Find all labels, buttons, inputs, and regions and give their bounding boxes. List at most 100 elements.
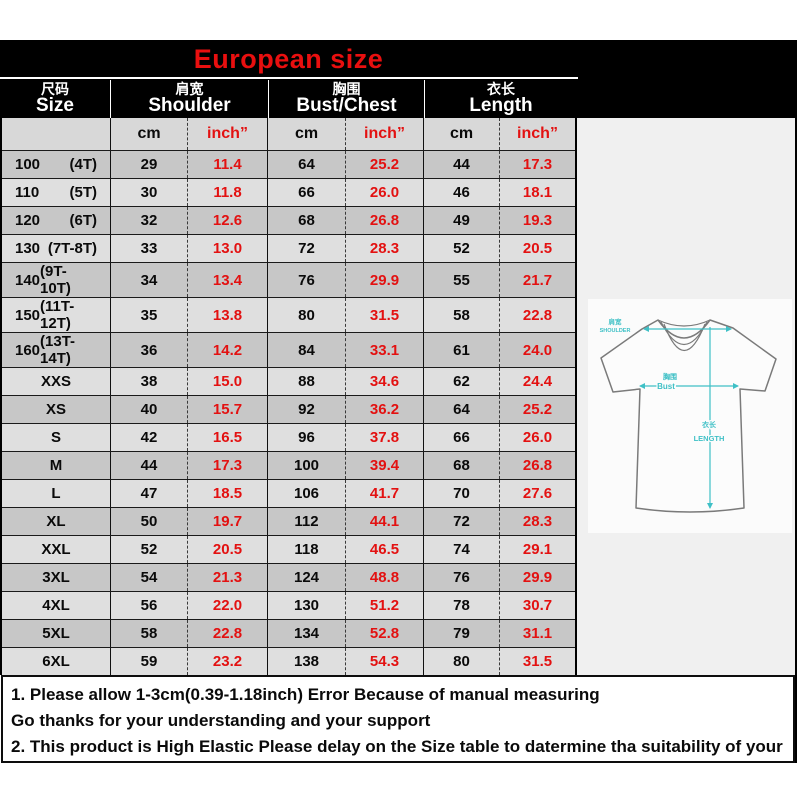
cm-value-cell: 52 (423, 235, 499, 262)
cm-value-cell: 76 (423, 564, 499, 591)
collar-back-line (657, 319, 711, 327)
cm-value-cell: 68 (267, 207, 345, 234)
cm-value-cell: 68 (423, 452, 499, 479)
inch-value-cell: 17.3 (499, 151, 575, 178)
group-length: 衣长 Length (424, 80, 577, 118)
cm-value-cell: 42 (110, 424, 187, 451)
inch-value-cell: 24.0 (499, 333, 575, 367)
table-row: 3XL 54 21.3 124 48.8 76 29.9 (2, 563, 575, 591)
size-value: XXS (40, 373, 71, 390)
unit-shoulder-inch: inch” (187, 118, 267, 150)
cm-value-cell: 134 (267, 620, 345, 647)
cm-value-cell: 35 (110, 298, 187, 332)
cm-value-cell: 70 (423, 480, 499, 507)
unit-bust-inch: inch” (345, 118, 423, 150)
size-cell: M (2, 452, 110, 479)
notes-box: 1. Please allow 1-3cm(0.39-1.18inch) Err… (1, 675, 795, 763)
cm-value-cell: 47 (110, 480, 187, 507)
inch-value-cell: 11.8 (187, 179, 267, 206)
table-row: XXL 52 20.5 118 46.5 74 29.1 (2, 535, 575, 563)
inch-value-cell: 13.4 (187, 263, 267, 297)
table-row: L 47 18.5 106 41.7 70 27.6 (2, 479, 575, 507)
cm-value-cell: 44 (423, 151, 499, 178)
size-value: XS (45, 401, 66, 418)
cm-value-cell: 79 (423, 620, 499, 647)
note-1: 1. Please allow 1-3cm(0.39-1.18inch) Err… (11, 685, 600, 704)
cm-value-cell: 112 (267, 508, 345, 535)
table-row: 120 (6T) 32 12.6 68 26.8 49 19.3 (2, 206, 575, 234)
inch-value-cell: 31.5 (345, 298, 423, 332)
size-cell: XS (2, 396, 110, 423)
size-cell: XL (2, 508, 110, 535)
size-cell: 140 (9T-10T) (2, 263, 110, 297)
inch-value-cell: 26.8 (499, 452, 575, 479)
inch-value-cell: 26.0 (345, 179, 423, 206)
group-size: 尺码 Size (0, 80, 110, 118)
table-row: M 44 17.3 100 39.4 68 26.8 (2, 451, 575, 479)
size-value: 160 (15, 341, 41, 359)
inch-value-cell: 18.5 (187, 480, 267, 507)
age-value: (6T) (69, 212, 98, 229)
age-value: (9T-10T) (40, 263, 71, 297)
inch-value-cell: 22.8 (187, 620, 267, 647)
tshirt-illustration: 肩宽 SHOULDER 胸围 Bust 衣长 LENGTH (599, 316, 777, 513)
size-value: L (51, 485, 61, 502)
inch-value-cell: 33.1 (345, 333, 423, 367)
size-cell: L (2, 480, 110, 507)
column-group-header: 尺码 Size 肩宽 Shoulder 胸围 Bust/Chest 衣长 Len… (0, 80, 577, 118)
inch-value-cell: 14.2 (187, 333, 267, 367)
table-row: 110 (5T) 30 11.8 66 26.0 46 18.1 (2, 178, 575, 206)
size-value: 150 (15, 306, 41, 324)
shoulder-label-en: SHOULDER (600, 328, 631, 334)
cm-value-cell: 58 (110, 620, 187, 647)
cm-value-cell: 96 (267, 424, 345, 451)
size-cell: 5XL (2, 620, 110, 647)
table-row: 140 (9T-10T) 34 13.4 76 29.9 55 21.7 (2, 262, 575, 297)
cm-value-cell: 118 (267, 536, 345, 563)
cm-value-cell: 50 (110, 508, 187, 535)
cm-value-cell: 80 (423, 648, 499, 675)
table-row: 160 (13T-14T) 36 14.2 84 33.1 61 24.0 (2, 332, 575, 367)
table-row: 130 (7T-8T) 33 13.0 72 28.3 52 20.5 (2, 234, 575, 262)
inch-value-cell: 31.5 (499, 648, 575, 675)
bust-label-zh: 胸围 (663, 372, 677, 381)
cm-value-cell: 66 (423, 424, 499, 451)
cm-value-cell: 46 (423, 179, 499, 206)
cm-value-cell: 72 (267, 235, 345, 262)
inch-value-cell: 11.4 (187, 151, 267, 178)
size-cell: XXL (2, 536, 110, 563)
cm-value-cell: 29 (110, 151, 187, 178)
inch-value-cell: 34.6 (345, 368, 423, 395)
age-value: (11T-12T) (40, 298, 75, 332)
size-cell: S (2, 424, 110, 451)
cm-value-cell: 32 (110, 207, 187, 234)
cm-value-cell: 78 (423, 592, 499, 619)
inch-value-cell: 28.3 (499, 508, 575, 535)
cm-value-cell: 55 (423, 263, 499, 297)
group-size-zh: 尺码 (41, 80, 69, 97)
inch-value-cell: 29.9 (499, 564, 575, 591)
table-row: XS 40 15.7 92 36.2 64 25.2 (2, 395, 575, 423)
inch-value-cell: 17.3 (187, 452, 267, 479)
group-length-zh: 衣长 (487, 80, 515, 97)
header-band (0, 40, 797, 118)
group-bust-zh: 胸围 (332, 80, 361, 97)
table-row: 100 (4T) 29 11.4 64 25.2 44 17.3 (2, 150, 575, 178)
inch-value-cell: 15.0 (187, 368, 267, 395)
size-value: 130 (15, 240, 41, 257)
inch-value-cell: 22.8 (499, 298, 575, 332)
inch-value-cell: 16.5 (187, 424, 267, 451)
inch-value-cell: 13.8 (187, 298, 267, 332)
inch-value-cell: 46.5 (345, 536, 423, 563)
cm-value-cell: 30 (110, 179, 187, 206)
cm-value-cell: 72 (423, 508, 499, 535)
inch-value-cell: 31.1 (499, 620, 575, 647)
collar-rib-bottom (663, 323, 706, 352)
cm-value-cell: 33 (110, 235, 187, 262)
inch-value-cell: 54.3 (345, 648, 423, 675)
inch-value-cell: 15.7 (187, 396, 267, 423)
unit-bust-cm: cm (267, 118, 345, 150)
inch-value-cell: 25.2 (345, 151, 423, 178)
cm-value-cell: 61 (423, 333, 499, 367)
group-size-en: Size (35, 95, 75, 117)
